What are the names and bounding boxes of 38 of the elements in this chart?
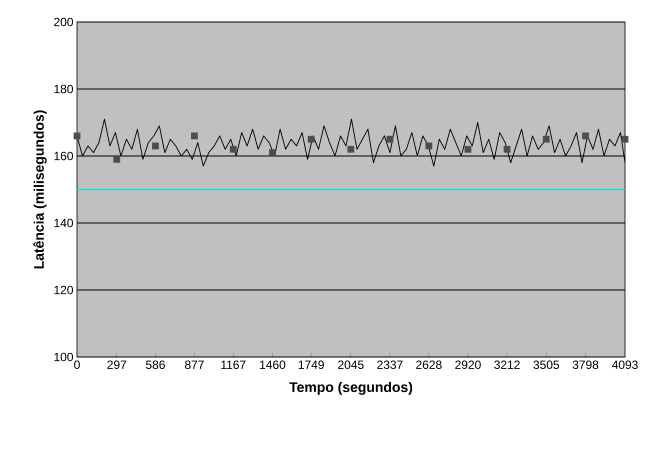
x-tick-label: 2337 [377,360,403,369]
point [191,132,198,140]
y-tick-label: 200 [54,18,74,26]
x-tick-label: 3212 [494,360,520,369]
x-tick-label: 1460 [260,360,286,369]
point [113,156,120,163]
point [504,146,510,153]
x-tick-label: 2628 [416,360,442,369]
point [425,142,432,150]
y-tick-label: 140 [54,218,74,228]
x-tick-label: 2920 [455,360,481,369]
y-tick-label: 160 [54,152,74,160]
point [386,136,394,143]
y-axis-title: Latência (milisegundos) [33,110,47,268]
x-tick-label: 586 [146,360,165,369]
x-tick-label: 3505 [533,360,560,369]
x-tick-label: 877 [184,360,204,369]
point [542,136,550,143]
x-tick-label: 0 [74,360,80,369]
x-axis-title: Tempo (segundos) [289,382,412,395]
point [269,149,276,156]
x-tick-label: 2045 [338,360,364,369]
point [230,146,237,153]
x-tick-label: 1749 [298,360,324,369]
y-tick-label: 120 [54,286,74,294]
point [74,132,80,140]
point [622,136,628,143]
point [582,132,589,140]
point [347,146,354,153]
point [464,146,472,153]
y-tick-label: 180 [54,84,74,94]
x-tick-label: 297 [107,360,126,369]
x-tick-label: 3798 [572,360,598,369]
y-tick-label: 100 [54,352,74,362]
x-tick-label: 1167 [221,360,246,369]
point [308,136,315,143]
point [152,142,159,150]
x-tick-label: 4093 [612,360,638,369]
